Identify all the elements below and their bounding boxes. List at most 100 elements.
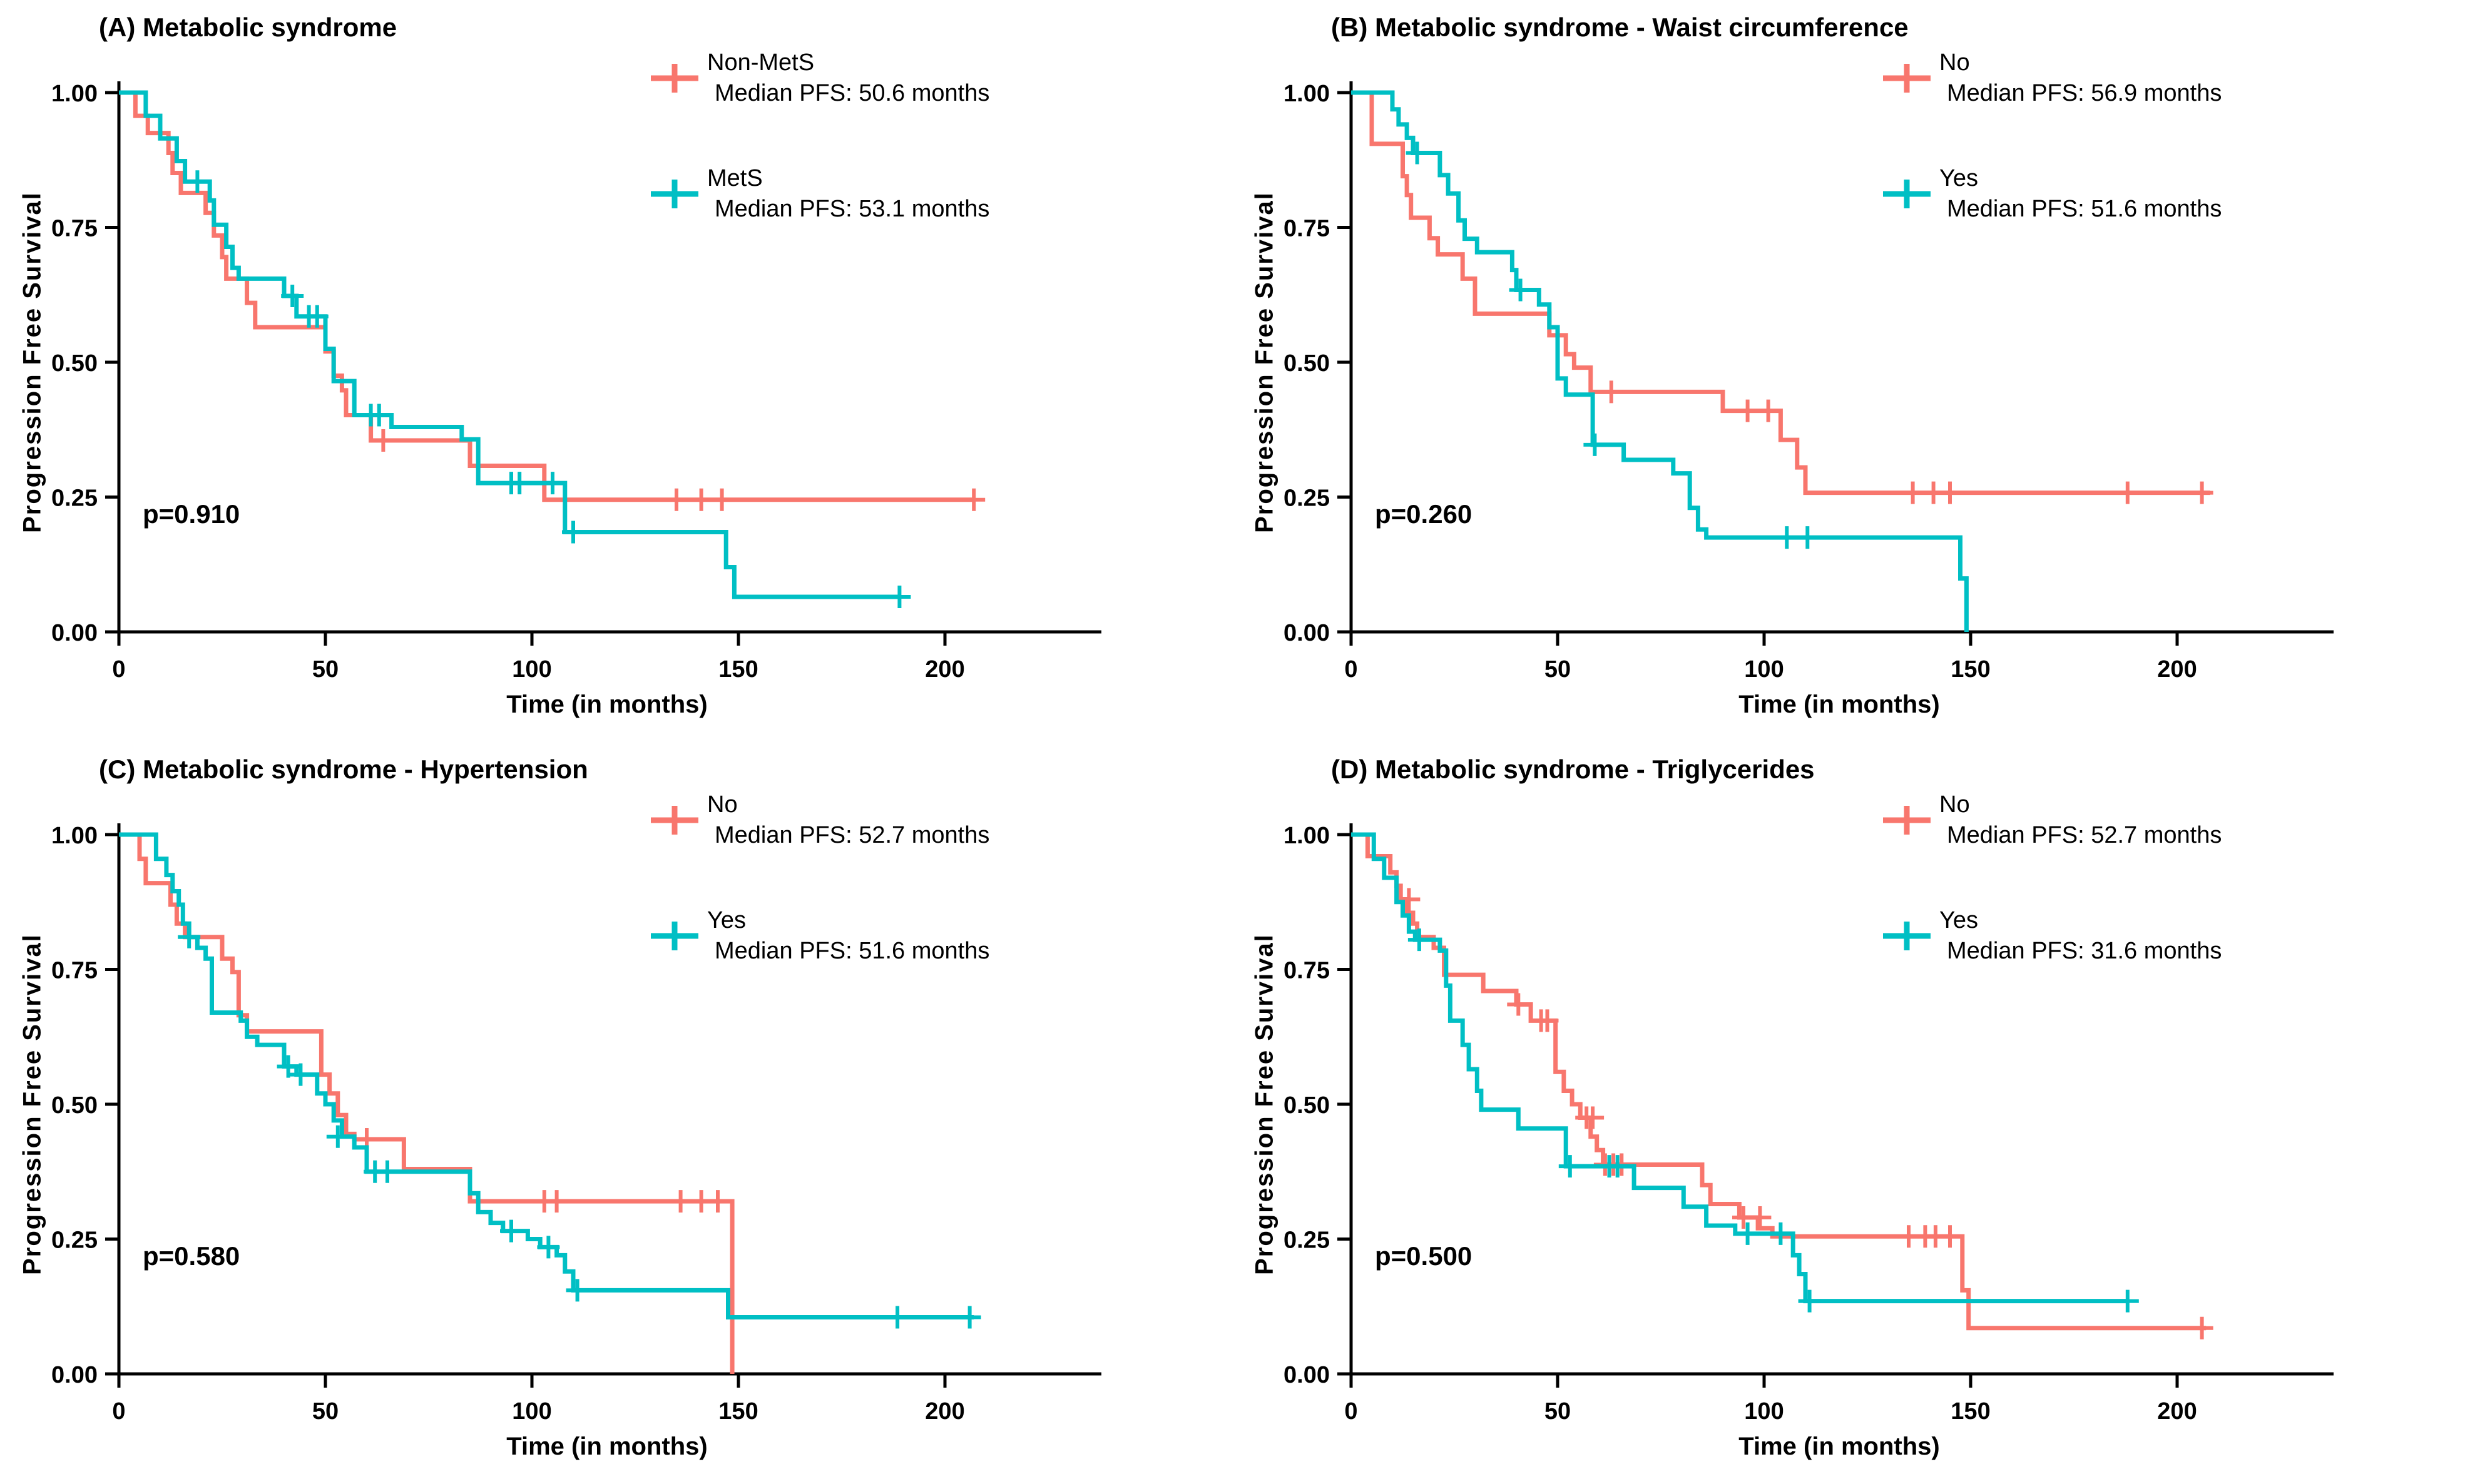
x-tick-label: 200	[925, 656, 964, 683]
km-censor-key-icon	[1883, 921, 1931, 950]
y-tick-label: 0.50	[1284, 1092, 1330, 1119]
km-censor-key-icon	[1883, 179, 1931, 208]
panel-c-hypertension: 0 50 100 150 200 0.00 0.25 0.50 0.75 1.00 (C) Met…	[0, 742, 1233, 1484]
legend-entry: Non-MetS Median PFS: 50.6 months	[645, 48, 989, 108]
panel-d-plot-area: 0 50 100 150 200 0.00 0.25 0.50 0.75 1.00	[1284, 823, 2334, 1425]
panel-c-plot-area: 0 50 100 150 200 0.00 0.25 0.50 0.75 1.00	[51, 823, 1101, 1425]
km-curve-No	[119, 832, 735, 1374]
km-curve-Yes	[1351, 832, 2128, 1304]
censor-marks-Yes	[1407, 928, 2139, 1313]
legend-series-name: Yes	[707, 907, 746, 934]
y-tick-label: 1.00	[51, 823, 98, 849]
legend-series-name: No	[1939, 791, 1970, 818]
km-censor-key-icon	[1883, 63, 1931, 93]
y-tick-label: 1.00	[1284, 81, 1330, 107]
panel-b-plot-area: 0 50 100 150 200 0.00 0.25 0.50 0.75 1.00	[1284, 81, 2334, 683]
legend-series-name: MetS	[707, 165, 763, 192]
censor-marks-Yes	[178, 925, 981, 1329]
legend-series-name: Yes	[1939, 165, 1978, 192]
legend-series-name: Non-MetS	[707, 49, 815, 76]
y-tick-label: 0.75	[51, 958, 98, 984]
x-tick-label: 50	[1544, 1398, 1571, 1425]
x-axis-title: Time (in months)	[506, 691, 708, 718]
x-tick-label: 0	[112, 656, 125, 683]
km-curve-Yes	[1351, 90, 1969, 632]
censor-marks-No	[355, 1128, 729, 1213]
km-censor-key-icon	[1883, 805, 1931, 835]
y-axis-title: Progression Free Survival	[1250, 933, 1278, 1275]
x-tick-label: 100	[512, 656, 551, 683]
panel-d-triglycerides: 0 50 100 150 200 0.00 0.25 0.50 0.75 1.00 (D) Met…	[1232, 742, 2465, 1484]
p-value-annotation: p=0.500	[1375, 1241, 1472, 1271]
x-tick-label: 50	[1544, 656, 1571, 683]
legend-series-median: Median PFS: 52.7 months	[1947, 821, 2222, 848]
x-tick-label: 200	[925, 1398, 964, 1425]
km-censor-key-icon	[651, 805, 698, 835]
x-tick-label: 50	[312, 1398, 339, 1425]
legend-entry: No Median PFS: 52.7 months	[645, 790, 989, 850]
legend-entry: No Median PFS: 52.7 months	[1877, 790, 2222, 850]
legend-entry: Yes Median PFS: 31.6 months	[1877, 905, 2222, 966]
x-axis-title: Time (in months)	[1738, 1433, 1940, 1460]
y-tick-label: 0.25	[1284, 485, 1330, 512]
x-axis-title: Time (in months)	[506, 1433, 708, 1460]
legend-series-median: Median PFS: 56.9 months	[1947, 79, 2222, 106]
y-tick-label: 1.00	[1284, 823, 1330, 849]
legend-entry: No Median PFS: 56.9 months	[1877, 48, 2222, 108]
y-axis-title: Progression Free Survival	[18, 191, 46, 533]
y-tick-label: 0.00	[51, 1362, 98, 1388]
panel-d-legend: No Median PFS: 52.7 months Yes Median PF…	[1877, 790, 2222, 1022]
km-censor-key-icon	[651, 179, 698, 208]
panel-b-title: (B) Metabolic syndrome - Waist circumfer…	[1331, 13, 1909, 42]
x-tick-label: 100	[512, 1398, 551, 1425]
p-value-annotation: p=0.580	[143, 1241, 240, 1271]
censor-marks-MetS	[186, 170, 911, 608]
censor-marks-Non-MetS	[372, 429, 986, 511]
legend-entry: MetS Median PFS: 53.1 months	[645, 163, 989, 224]
legend-series-median: Median PFS: 53.1 months	[715, 195, 990, 222]
panel-a-metabolic-syndrome: 0 50 100 150 200 0.00 0.25 0.50 0.75 1.00 (A) Met…	[0, 0, 1233, 742]
x-tick-label: 50	[312, 656, 339, 683]
panel-a-plot-area: 0 50 100 150 200 0.00 0.25 0.50 0.75 1.00	[51, 81, 1101, 683]
x-tick-label: 0	[1344, 656, 1357, 683]
panel-a-legend: Non-MetS Median PFS: 50.6 months MetS Me…	[645, 48, 989, 280]
x-tick-label: 100	[1744, 1398, 1784, 1425]
y-tick-label: 0.75	[1284, 216, 1330, 242]
panel-b-waist-circumference: 0 50 100 150 200 0.00 0.25 0.50 0.75 1.00 (B) Met…	[1232, 0, 2465, 742]
x-tick-label: 150	[718, 1398, 758, 1425]
km-curve-No	[1351, 90, 2210, 496]
legend-series-median: Median PFS: 50.6 months	[715, 79, 990, 106]
y-tick-label: 0.00	[51, 620, 98, 646]
y-tick-label: 0.50	[1284, 350, 1330, 377]
panel-b-legend: No Median PFS: 56.9 months Yes Median PF…	[1877, 48, 2222, 280]
x-tick-label: 0	[112, 1398, 125, 1425]
km-curve-Yes	[119, 832, 974, 1319]
panel-d-title: (D) Metabolic syndrome - Triglycerides	[1331, 755, 1815, 784]
y-axis-title: Progression Free Survival	[18, 933, 46, 1275]
x-tick-label: 150	[1951, 1398, 1990, 1425]
y-tick-label: 0.00	[1284, 620, 1330, 646]
y-tick-label: 0.00	[1284, 1362, 1330, 1388]
y-tick-label: 0.25	[1284, 1227, 1330, 1254]
legend-series-name: No	[707, 791, 738, 818]
y-tick-label: 0.50	[51, 350, 98, 377]
legend-series-median: Median PFS: 52.7 months	[715, 821, 990, 848]
censor-marks-Yes	[1406, 141, 1819, 549]
y-tick-label: 0.25	[51, 1227, 98, 1254]
y-tick-label: 0.75	[51, 216, 98, 242]
legend-series-name: No	[1939, 49, 1970, 76]
x-tick-label: 200	[2157, 1398, 2197, 1425]
x-axis-title: Time (in months)	[1738, 691, 1940, 718]
legend-series-median: Median PFS: 31.6 months	[1947, 937, 2222, 964]
legend-series-median: Median PFS: 51.6 months	[715, 937, 990, 964]
y-tick-label: 0.75	[1284, 958, 1330, 984]
y-tick-label: 0.50	[51, 1092, 98, 1119]
y-tick-label: 1.00	[51, 81, 98, 107]
x-tick-label: 150	[1951, 656, 1990, 683]
x-tick-label: 0	[1344, 1398, 1357, 1425]
legend-entry: Yes Median PFS: 51.6 months	[1877, 163, 2222, 224]
x-tick-label: 200	[2157, 656, 2197, 683]
censor-marks-No	[1600, 380, 2213, 504]
legend-entry: Yes Median PFS: 51.6 months	[645, 905, 989, 966]
